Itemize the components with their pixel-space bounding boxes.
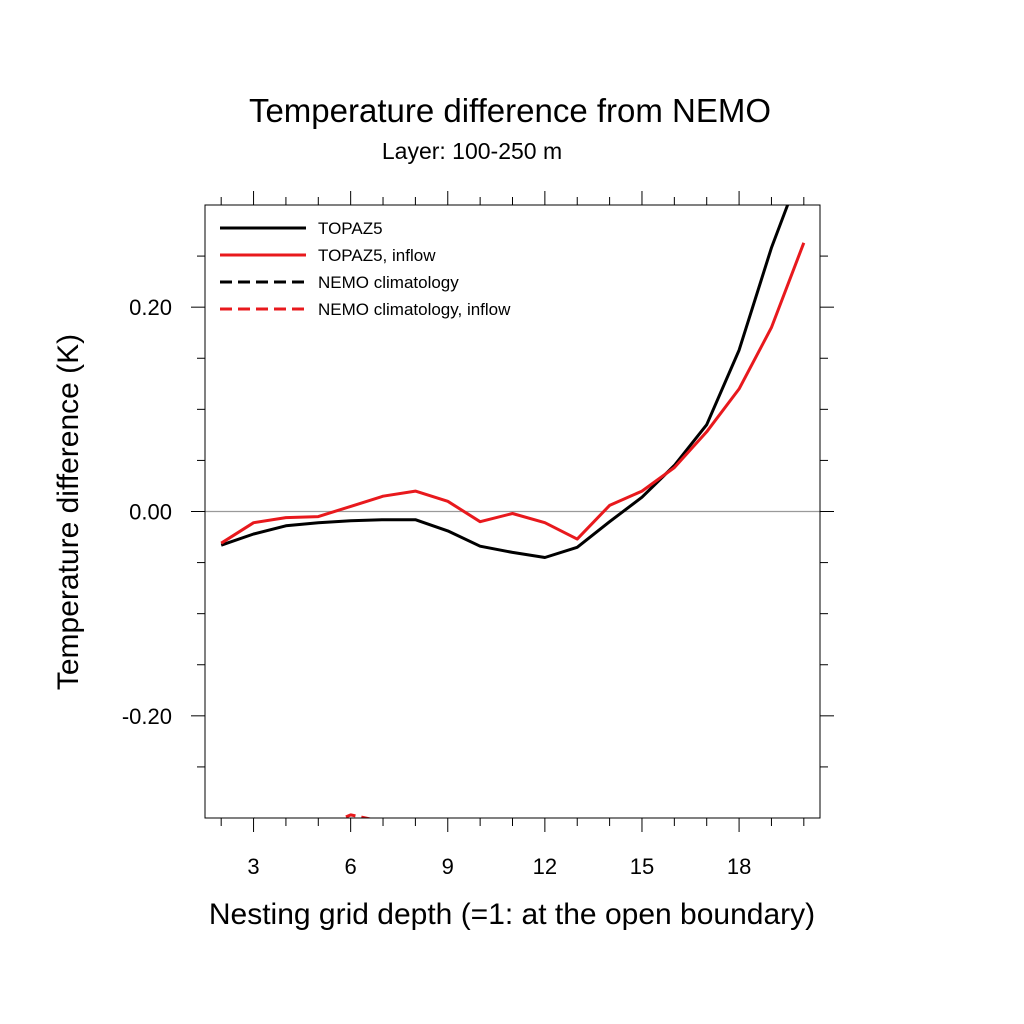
x-axis-label: Nesting grid depth (=1: at the open boun… xyxy=(209,898,815,931)
x-tick-label: 18 xyxy=(727,854,751,879)
x-tick-label: 3 xyxy=(247,854,259,879)
series-line-3 xyxy=(253,817,256,818)
legend-label-3: NEMO climatology xyxy=(318,273,459,292)
y-tick-label: 0.20 xyxy=(129,295,172,320)
legend-label-1: TOPAZ5 xyxy=(318,219,383,238)
legend: TOPAZ5 TOPAZ5, inflow NEMO climatology NEMO… xyxy=(220,219,511,319)
legend-label-2: TOPAZ5, inflow xyxy=(318,246,436,265)
x-tick-label: 9 xyxy=(442,854,454,879)
series-lines xyxy=(220,205,806,818)
y-tick-label: 0.00 xyxy=(129,500,172,525)
x-tick-label: 12 xyxy=(533,854,557,879)
x-tick-label: 15 xyxy=(630,854,654,879)
axis-ticks: 3 6 9 12 15 18 -0.20 0.00 0.20 xyxy=(122,191,834,879)
legend-label-4: NEMO climatology, inflow xyxy=(318,300,511,319)
x-tick-label: 6 xyxy=(345,854,357,879)
series-line-2 xyxy=(220,242,806,545)
plot-frame xyxy=(204,204,821,819)
series-line-1 xyxy=(220,205,790,559)
y-tick-label: -0.20 xyxy=(122,704,172,729)
chart-subtitle: Layer: 100-250 m xyxy=(382,138,562,164)
chart-title: Temperature difference from NEMO xyxy=(249,92,771,129)
y-axis-label: Temperature difference (K) xyxy=(52,334,85,690)
